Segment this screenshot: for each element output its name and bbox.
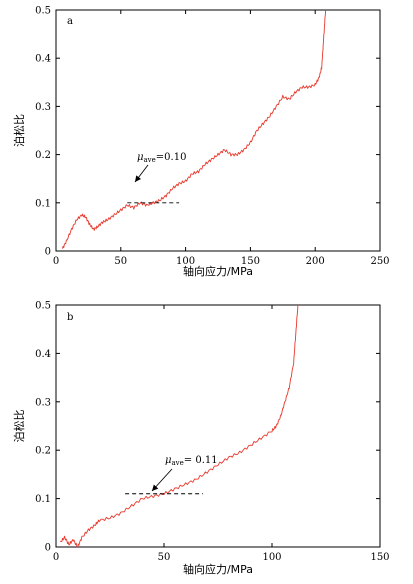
x-tick-label: 50 xyxy=(114,256,127,267)
x-axis-title: 轴向应力/MPa xyxy=(183,264,253,278)
y-tick-label: 0.2 xyxy=(35,446,51,457)
y-axis-title: 泊松比 xyxy=(12,410,26,443)
x-tick-label: 0 xyxy=(53,552,59,563)
y-tick-label: 0.1 xyxy=(35,198,51,209)
x-tick-label: 200 xyxy=(306,256,325,267)
x-tick-label: 0 xyxy=(53,256,59,267)
x-tick-label: 150 xyxy=(370,552,389,563)
x-tick-label: 150 xyxy=(241,256,260,267)
annotation-arrow-head xyxy=(152,484,159,491)
x-tick-label: 50 xyxy=(158,552,171,563)
plot-frame xyxy=(55,9,381,252)
y-tick-label: 0.3 xyxy=(35,102,51,113)
y-tick-label: 0.4 xyxy=(35,54,51,65)
y-tick-label: 0 xyxy=(45,247,51,258)
y-axis-title: 泊松比 xyxy=(12,114,26,147)
x-axis-title: 轴向应力/MPa xyxy=(183,562,253,576)
average-annotation: μave=0.10 xyxy=(137,152,186,164)
panel-letter: b xyxy=(67,312,73,323)
y-tick-label: 0.3 xyxy=(35,397,51,408)
poisson-ratio-line xyxy=(59,304,299,548)
y-tick-label: 0 xyxy=(45,543,51,554)
panel-letter: a xyxy=(67,16,73,27)
annotation-arrow-head xyxy=(135,175,142,182)
y-tick-label: 0.4 xyxy=(35,349,51,360)
x-tick-label: 100 xyxy=(262,552,281,563)
plot-frame xyxy=(55,304,381,548)
y-tick-label: 0.5 xyxy=(35,6,51,17)
y-tick-label: 0.2 xyxy=(35,150,51,161)
x-tick-label: 250 xyxy=(370,256,389,267)
y-tick-label: 0.1 xyxy=(35,494,51,505)
average-annotation: μave= 0.11 xyxy=(165,455,218,467)
poisson-ratio-line xyxy=(62,9,327,249)
chart-panel-a: 0 50 100 150 200 250 0 0.1 0.2 0.3 0.4 0.5 轴向应力/MPa 泊… xyxy=(12,6,390,279)
y-tick-label: 0.5 xyxy=(35,301,51,312)
x-tick-label: 100 xyxy=(176,256,195,267)
chart-panel-b: 0 50 100 150 0 0.1 0.2 0.3 0.4 0.5 轴向应力/MPa 泊松比 b μav… xyxy=(12,301,390,577)
